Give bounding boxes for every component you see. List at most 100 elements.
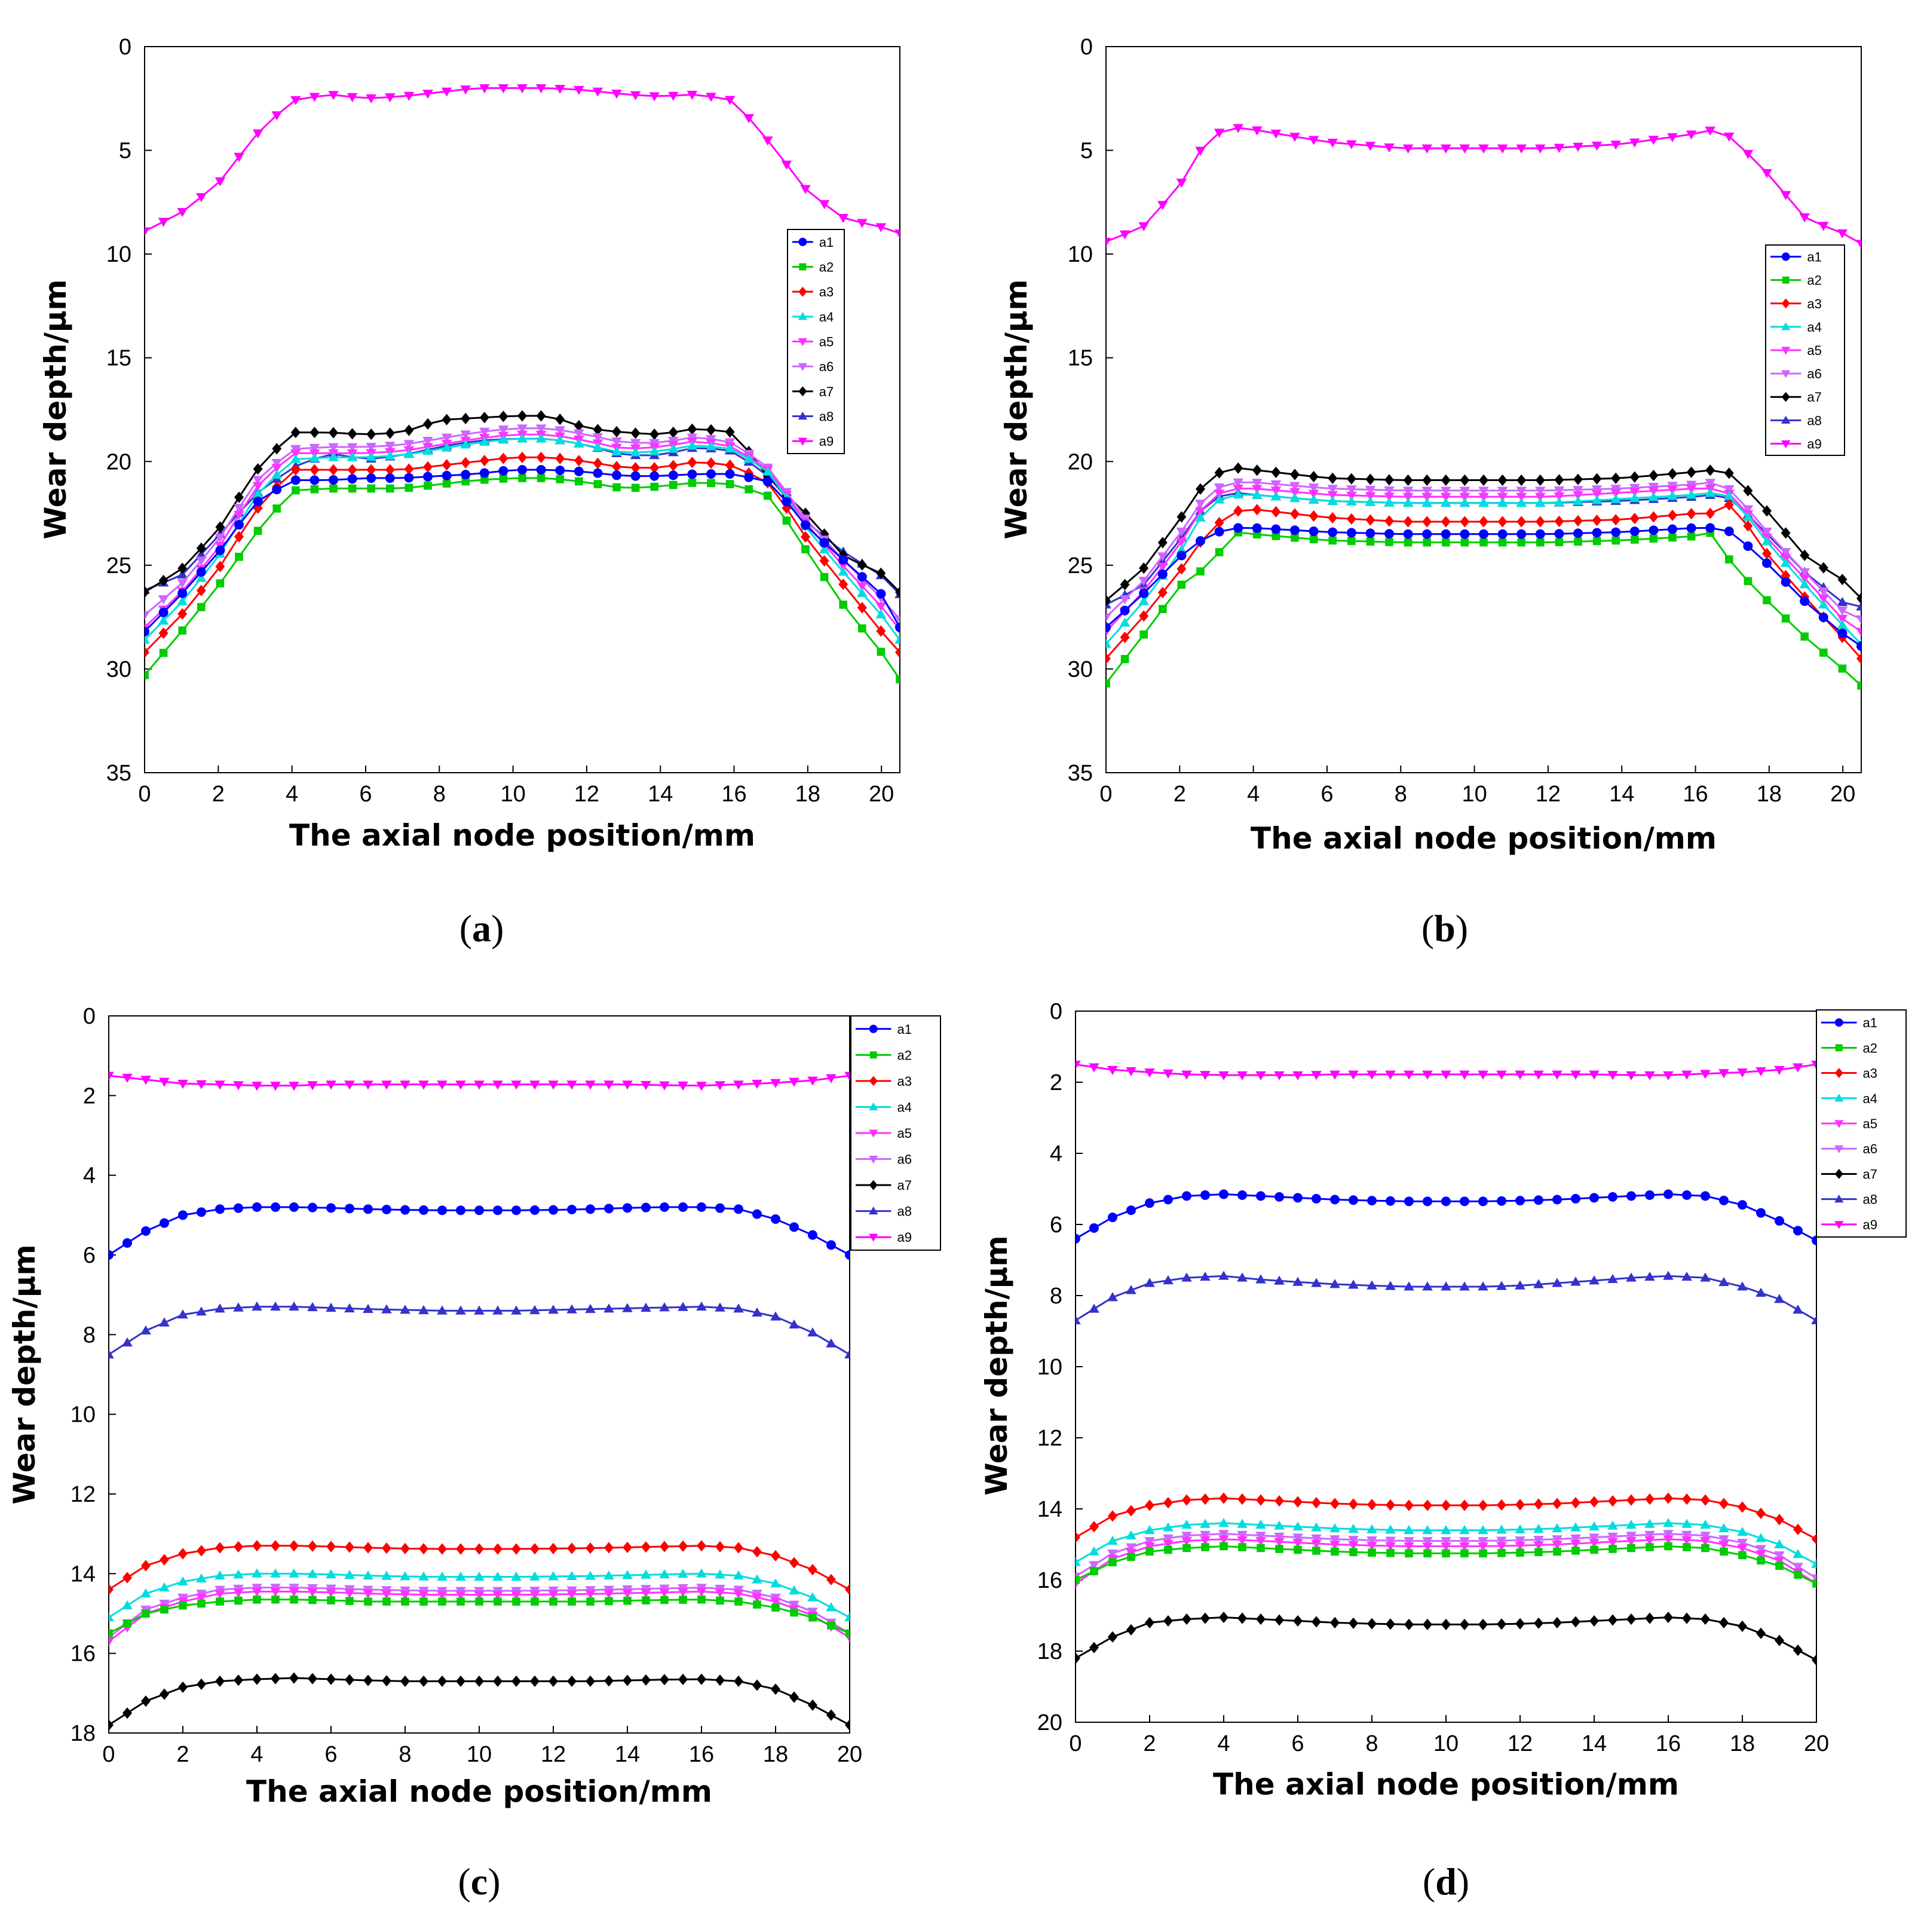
data-point <box>1573 515 1583 527</box>
data-point <box>1592 537 1601 546</box>
data-point <box>1289 492 1300 503</box>
data-point <box>1200 1271 1211 1281</box>
legend-marker <box>1834 1145 1844 1153</box>
data-point <box>826 1709 836 1721</box>
data-point <box>348 484 357 493</box>
data-point <box>566 1570 577 1581</box>
data-point <box>1755 1545 1766 1554</box>
data-point <box>1145 1547 1154 1556</box>
data-point <box>1535 529 1545 539</box>
data-point <box>109 1071 114 1081</box>
data-point <box>800 185 811 194</box>
data-point <box>1592 473 1602 485</box>
data-point <box>1533 1541 1544 1551</box>
data-point <box>140 1588 151 1598</box>
data-point <box>1292 1071 1303 1080</box>
data-point <box>1200 1518 1211 1528</box>
data-point <box>1157 537 1168 549</box>
data-point <box>725 480 734 488</box>
data-point <box>1272 532 1280 540</box>
data-point <box>1422 529 1432 539</box>
data-point <box>289 1672 299 1684</box>
data-point <box>1799 213 1810 223</box>
x-tick-label: 14 <box>615 1742 640 1767</box>
data-point <box>492 1571 503 1581</box>
data-point <box>1196 567 1205 575</box>
data-point <box>442 470 452 480</box>
data-point <box>1611 536 1620 545</box>
data-point <box>574 429 584 439</box>
series-a2 <box>145 474 900 684</box>
data-point <box>479 427 490 437</box>
data-point <box>782 502 792 514</box>
data-point <box>1644 1530 1655 1540</box>
data-point <box>364 1597 372 1606</box>
y-tick-label: 12 <box>1037 1426 1062 1451</box>
data-point <box>1233 485 1243 494</box>
data-point <box>1610 494 1621 503</box>
data-point <box>309 452 320 463</box>
data-point <box>770 1578 781 1588</box>
data-point <box>1794 1570 1802 1579</box>
data-point <box>1724 467 1734 479</box>
data-point <box>197 603 206 611</box>
data-point <box>687 469 697 479</box>
data-point <box>762 136 773 146</box>
data-point <box>895 586 900 598</box>
data-point <box>1214 526 1224 537</box>
data-point <box>455 1591 466 1600</box>
data-point <box>367 484 375 493</box>
data-point <box>1200 1071 1211 1080</box>
legend-marker <box>798 386 807 397</box>
data-point <box>310 427 320 439</box>
x-tick-label: 10 <box>1433 1731 1459 1756</box>
data-point <box>529 1305 540 1315</box>
data-point <box>1607 1538 1618 1547</box>
legend-entry: a4 <box>1807 320 1821 335</box>
series-a8 <box>109 1301 850 1359</box>
data-point <box>1573 496 1583 506</box>
data-point <box>1327 495 1338 505</box>
data-point <box>1648 136 1659 145</box>
data-point <box>1552 1278 1562 1287</box>
data-point <box>1106 623 1111 632</box>
plot-frame <box>1105 46 1862 773</box>
y-tick-label: 30 <box>1068 657 1093 682</box>
data-point <box>1552 1616 1562 1628</box>
legend-entry: a6 <box>1863 1141 1877 1156</box>
y-tick-label: 6 <box>1050 1213 1062 1238</box>
data-point <box>1421 486 1432 496</box>
data-point <box>1743 485 1753 497</box>
data-point <box>177 596 188 605</box>
data-point <box>1591 490 1603 500</box>
legend-marker <box>1834 1094 1844 1102</box>
data-point <box>1460 1196 1469 1207</box>
data-point <box>529 1080 540 1090</box>
y-tick-label: 0 <box>1080 35 1093 60</box>
data-point <box>752 1079 762 1089</box>
data-point <box>474 1080 485 1090</box>
data-point <box>554 435 565 445</box>
data-point <box>400 1205 410 1215</box>
data-point <box>252 1301 262 1311</box>
data-point <box>1743 520 1753 532</box>
data-point <box>536 451 546 463</box>
data-point <box>159 1317 170 1327</box>
data-point <box>1497 529 1508 539</box>
legend-entry: a7 <box>819 384 834 399</box>
data-point <box>857 572 867 582</box>
data-point <box>1774 1294 1785 1303</box>
data-point <box>1516 516 1527 528</box>
data-point <box>1386 1499 1395 1511</box>
data-point <box>1367 1536 1377 1546</box>
data-point <box>1089 1546 1099 1556</box>
data-point <box>1517 538 1525 547</box>
data-point <box>109 1349 114 1359</box>
data-point <box>1312 1616 1321 1628</box>
data-point <box>461 412 471 424</box>
data-point <box>1441 492 1451 503</box>
data-point <box>574 420 584 431</box>
series-a4 <box>145 433 900 644</box>
data-point <box>1478 1196 1488 1207</box>
y-axis-title: Wear depth/μm <box>979 1235 1014 1495</box>
